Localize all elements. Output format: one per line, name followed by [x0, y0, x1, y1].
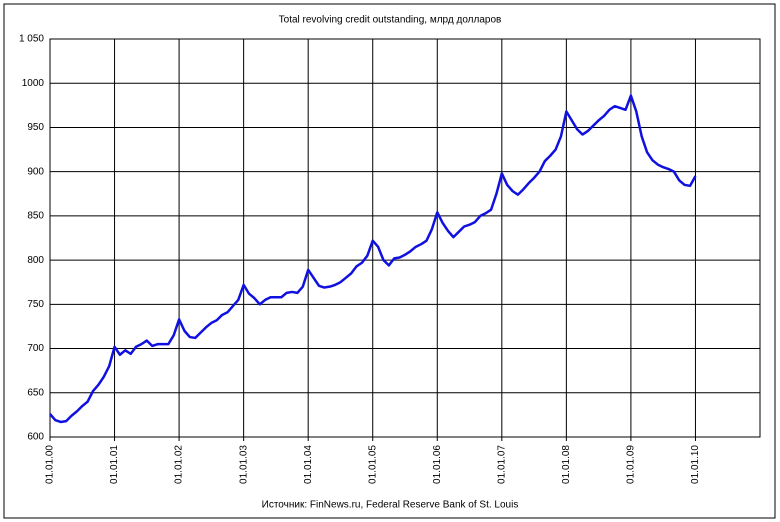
y-tick-label: 700 [27, 343, 44, 354]
x-tick-label: 01.01.04 [303, 445, 314, 484]
data-line [49, 94, 697, 424]
source-note: Источник: FinNews.ru, Federal Reserve Ba… [262, 500, 519, 511]
x-tick-label: 01.01.07 [496, 445, 507, 484]
chart-title: Total revolving credit outstanding, млрд… [279, 15, 502, 26]
y-tick-label: 800 [27, 255, 44, 266]
y-tick-label: 950 [27, 122, 44, 133]
x-tick-label: 01.01.05 [367, 445, 378, 484]
x-tick-label: 01.01.03 [238, 445, 249, 484]
y-tick-label: 750 [27, 299, 44, 310]
x-tick-label: 01.01.08 [561, 445, 572, 484]
x-tick-label: 01.01.10 [690, 445, 701, 484]
x-tick-label: 01.01.02 [174, 445, 185, 484]
y-tick-label: 600 [27, 432, 44, 443]
x-tick-label: 01.01.09 [626, 445, 637, 484]
y-tick-label: 850 [27, 211, 44, 222]
x-tick-label: 01.01.06 [432, 445, 443, 484]
x-tick-label: 01.01.01 [109, 445, 120, 484]
plot-area [49, 38, 761, 438]
y-tick-label: 1000 [22, 78, 45, 89]
y-tick-label: 1 050 [19, 34, 44, 45]
y-tick-label: 650 [27, 387, 44, 398]
frame [3, 3, 776, 519]
x-tick-label: 01.01.00 [45, 445, 56, 484]
y-tick-label: 900 [27, 166, 44, 177]
